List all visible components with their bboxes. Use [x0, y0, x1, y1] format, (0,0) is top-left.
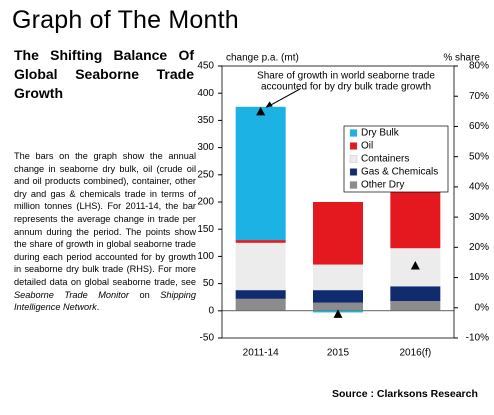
y2-axis-title: % share — [443, 53, 480, 64]
bar-segment — [313, 264, 363, 291]
share-point — [410, 260, 420, 270]
y2-tick-label: 30% — [469, 212, 489, 223]
legend-label: Containers — [361, 154, 409, 165]
arrow-head — [265, 101, 273, 108]
bar-segment — [235, 290, 286, 299]
y2-tick-label: 50% — [469, 151, 489, 162]
y-axis-title: change p.a. (mt) — [226, 53, 299, 64]
y2-tick-label: 70% — [469, 91, 489, 102]
y2-tick-label: 0% — [475, 302, 490, 313]
legend-swatch — [349, 155, 358, 163]
body-italic: Seaborne Trade Monitor — [14, 289, 129, 300]
bar-segment — [235, 106, 286, 241]
legend-label: Oil — [361, 141, 373, 152]
y2-tick-label: 80% — [469, 61, 489, 72]
y-tick-label: 50 — [203, 278, 215, 289]
bar-segment — [390, 301, 441, 311]
y-tick-label: 150 — [197, 224, 214, 235]
y-tick-label: 100 — [197, 251, 214, 262]
body-italic: Shipping Intelligence Network — [14, 289, 196, 313]
y2-tick-label: 20% — [469, 242, 489, 253]
x-tick-label: 2015 — [327, 348, 350, 359]
y2-tick-label: 10% — [469, 272, 489, 283]
x-tick-label: 2016(f) — [399, 348, 431, 359]
share-point — [333, 309, 343, 318]
legend-box — [343, 125, 449, 193]
y-tick-label: 0 — [208, 305, 214, 316]
source: Source : Clarksons Research — [332, 388, 478, 400]
y-tick-label: 200 — [197, 197, 214, 208]
bar-segment — [313, 290, 363, 303]
legend-label: Other Dry — [361, 180, 404, 191]
y-tick-label: 350 — [197, 115, 214, 126]
legend-label: Gas & Chemicals — [361, 167, 438, 178]
y-tick-label: 250 — [197, 169, 214, 180]
y2-tick-label: 60% — [469, 121, 489, 132]
y2-tick-label: 40% — [469, 182, 489, 193]
legend-swatch — [349, 181, 358, 189]
legend-swatch — [349, 168, 358, 176]
x-tick-label: 2011-14 — [243, 348, 279, 359]
body-text: on — [128, 289, 161, 300]
annotation: Share of growth in world seaborne trade — [257, 71, 435, 82]
legend-swatch — [349, 129, 358, 137]
share-point — [256, 106, 266, 116]
bar-segment — [313, 302, 363, 311]
bar-segment — [390, 188, 441, 249]
body-text: . — [96, 302, 100, 313]
y-tick-label: -50 — [200, 333, 215, 344]
legend-swatch — [349, 142, 358, 150]
annotation-arrow — [266, 88, 301, 108]
bar-segment — [390, 286, 441, 302]
bar-segment — [313, 202, 363, 265]
subtitle: The Shifting Balance Of Global Seaborne … — [14, 47, 194, 101]
y-tick-label: 300 — [197, 142, 214, 153]
bar-segment — [235, 298, 286, 311]
body-text: The bars on the graph show the annual ch… — [14, 150, 196, 314]
y-tick-label: 450 — [197, 61, 214, 72]
y2-tick-label: -10% — [466, 333, 489, 344]
bar-segment — [235, 242, 286, 291]
bar-segment — [235, 240, 286, 243]
page-title: Graph of The Month — [12, 6, 239, 34]
body-text: The bars on the graph show the annual ch… — [14, 151, 196, 287]
y-tick-label: 400 — [197, 88, 214, 99]
annotation: accounted for by dry bulk trade growth — [261, 82, 431, 93]
legend-label: Dry Bulk — [361, 128, 400, 139]
